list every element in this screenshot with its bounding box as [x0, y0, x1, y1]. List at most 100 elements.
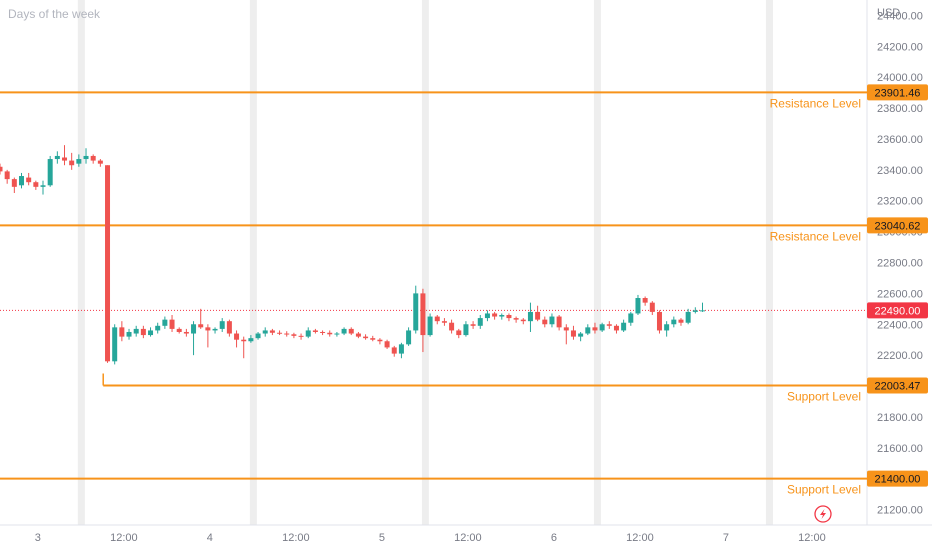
candle-body [105, 165, 111, 362]
price-tick-label: 21200.00 [877, 505, 923, 517]
level-label: Support Level [787, 389, 861, 403]
candle-body [33, 182, 39, 187]
price-tick-label: 21600.00 [877, 443, 923, 455]
candle-body [219, 321, 225, 329]
candle-body [169, 319, 175, 329]
candle-body [692, 310, 698, 312]
candle-body [613, 325, 619, 331]
candle-body [449, 322, 455, 331]
candle-body [391, 347, 397, 354]
level-price-tag [867, 84, 928, 101]
level-label: Resistance Level [770, 229, 861, 243]
candle-body [312, 330, 318, 332]
candle-body [506, 315, 512, 319]
candle-body [699, 310, 705, 312]
candle-body [492, 313, 498, 317]
candle-body [363, 336, 369, 339]
candle-body [535, 311, 541, 320]
candle-body [678, 319, 684, 323]
candle-body [341, 328, 347, 334]
candle-body [484, 313, 490, 319]
candle-body [97, 160, 103, 164]
candle-body [248, 338, 254, 342]
chart-title: Days of the week [8, 7, 101, 21]
time-axis[interactable]: 3 12:00 4 12:00 5 12:00 6 12:00 7 12:00 [35, 532, 826, 544]
candle-body [685, 311, 691, 323]
candle-body [191, 324, 197, 334]
level-price-tag [867, 217, 928, 234]
price-tick-label: 24200.00 [877, 41, 923, 53]
session-break-band [421, 0, 429, 525]
candle-body [212, 328, 218, 331]
price-levels: Resistance Level Resistance Level Support … [0, 91, 867, 497]
candle-body [520, 319, 526, 322]
candle-body [549, 316, 555, 325]
candle-body [0, 166, 3, 172]
candle-body [542, 319, 548, 325]
candlesticks [0, 145, 705, 365]
candle-body [377, 339, 383, 342]
level-price-tag-label: 21400.00 [875, 474, 921, 486]
candle-body [413, 293, 419, 331]
session-break-band [765, 0, 773, 525]
candle-body [76, 159, 82, 164]
price-tags: 23901.46 23040.62 22003.47 21400.00 22490.00 [867, 84, 928, 487]
price-tick-label: 22200.00 [877, 350, 923, 362]
candle-body [642, 298, 648, 303]
candle-body [384, 341, 390, 348]
price-tick-label: 24000.00 [877, 72, 923, 84]
candle-body [327, 332, 333, 335]
candle-body [69, 160, 75, 166]
level-price-tag-label: 23040.62 [875, 220, 921, 232]
price-tick-label: 24400.00 [877, 10, 923, 22]
candle-body [355, 333, 361, 337]
candle-body [456, 330, 462, 336]
price-tick-label: 23400.00 [877, 165, 923, 177]
candle-body [499, 315, 505, 317]
candle-body [277, 332, 283, 334]
level-label: Resistance Level [770, 96, 861, 110]
time-tick-label: 12:00 [110, 532, 138, 544]
candle-body [606, 324, 612, 326]
time-tick-label: 12:00 [798, 532, 826, 544]
session-break-band [77, 0, 85, 525]
time-tick-label: 4 [207, 532, 213, 544]
session-break-band [249, 0, 257, 525]
weekend-bands [77, 0, 773, 525]
time-tick-label: 12:00 [626, 532, 654, 544]
candle-body [291, 334, 297, 336]
candle-body [599, 324, 605, 331]
last-price-tag-label: 22490.00 [875, 305, 921, 317]
candle-body [635, 298, 641, 314]
candle-body [348, 328, 354, 334]
candle-body [649, 302, 655, 312]
price-tick-label: 22400.00 [877, 319, 923, 331]
time-tick-label: 5 [379, 532, 385, 544]
candle-body [162, 319, 168, 326]
level-label: Support Level [787, 483, 861, 497]
candle-body [398, 344, 404, 354]
price-axis[interactable]: USD 21200.00 21400.00 21600.00 21800.00 2200… [877, 7, 923, 517]
price-tick-label: 21800.00 [877, 412, 923, 424]
candle-body [140, 328, 146, 336]
candle-body [427, 316, 433, 336]
price-tick-label: 22800.00 [877, 258, 923, 270]
candle-body [234, 333, 240, 340]
candle-body [148, 330, 154, 336]
candle-body [513, 318, 519, 320]
candle-body [671, 319, 677, 325]
candle-body [370, 338, 376, 340]
candle-body [334, 333, 340, 335]
lightning-icon[interactable] [814, 505, 832, 523]
candle-body [119, 327, 125, 337]
candle-body [563, 327, 569, 331]
candle-body [40, 185, 46, 187]
candle-body [320, 331, 326, 333]
candle-body [656, 311, 662, 331]
candle-body [54, 155, 60, 160]
candle-body [90, 155, 96, 161]
candle-body [62, 157, 68, 161]
candle-body [578, 333, 584, 337]
price-tick-label: 23200.00 [877, 196, 923, 208]
